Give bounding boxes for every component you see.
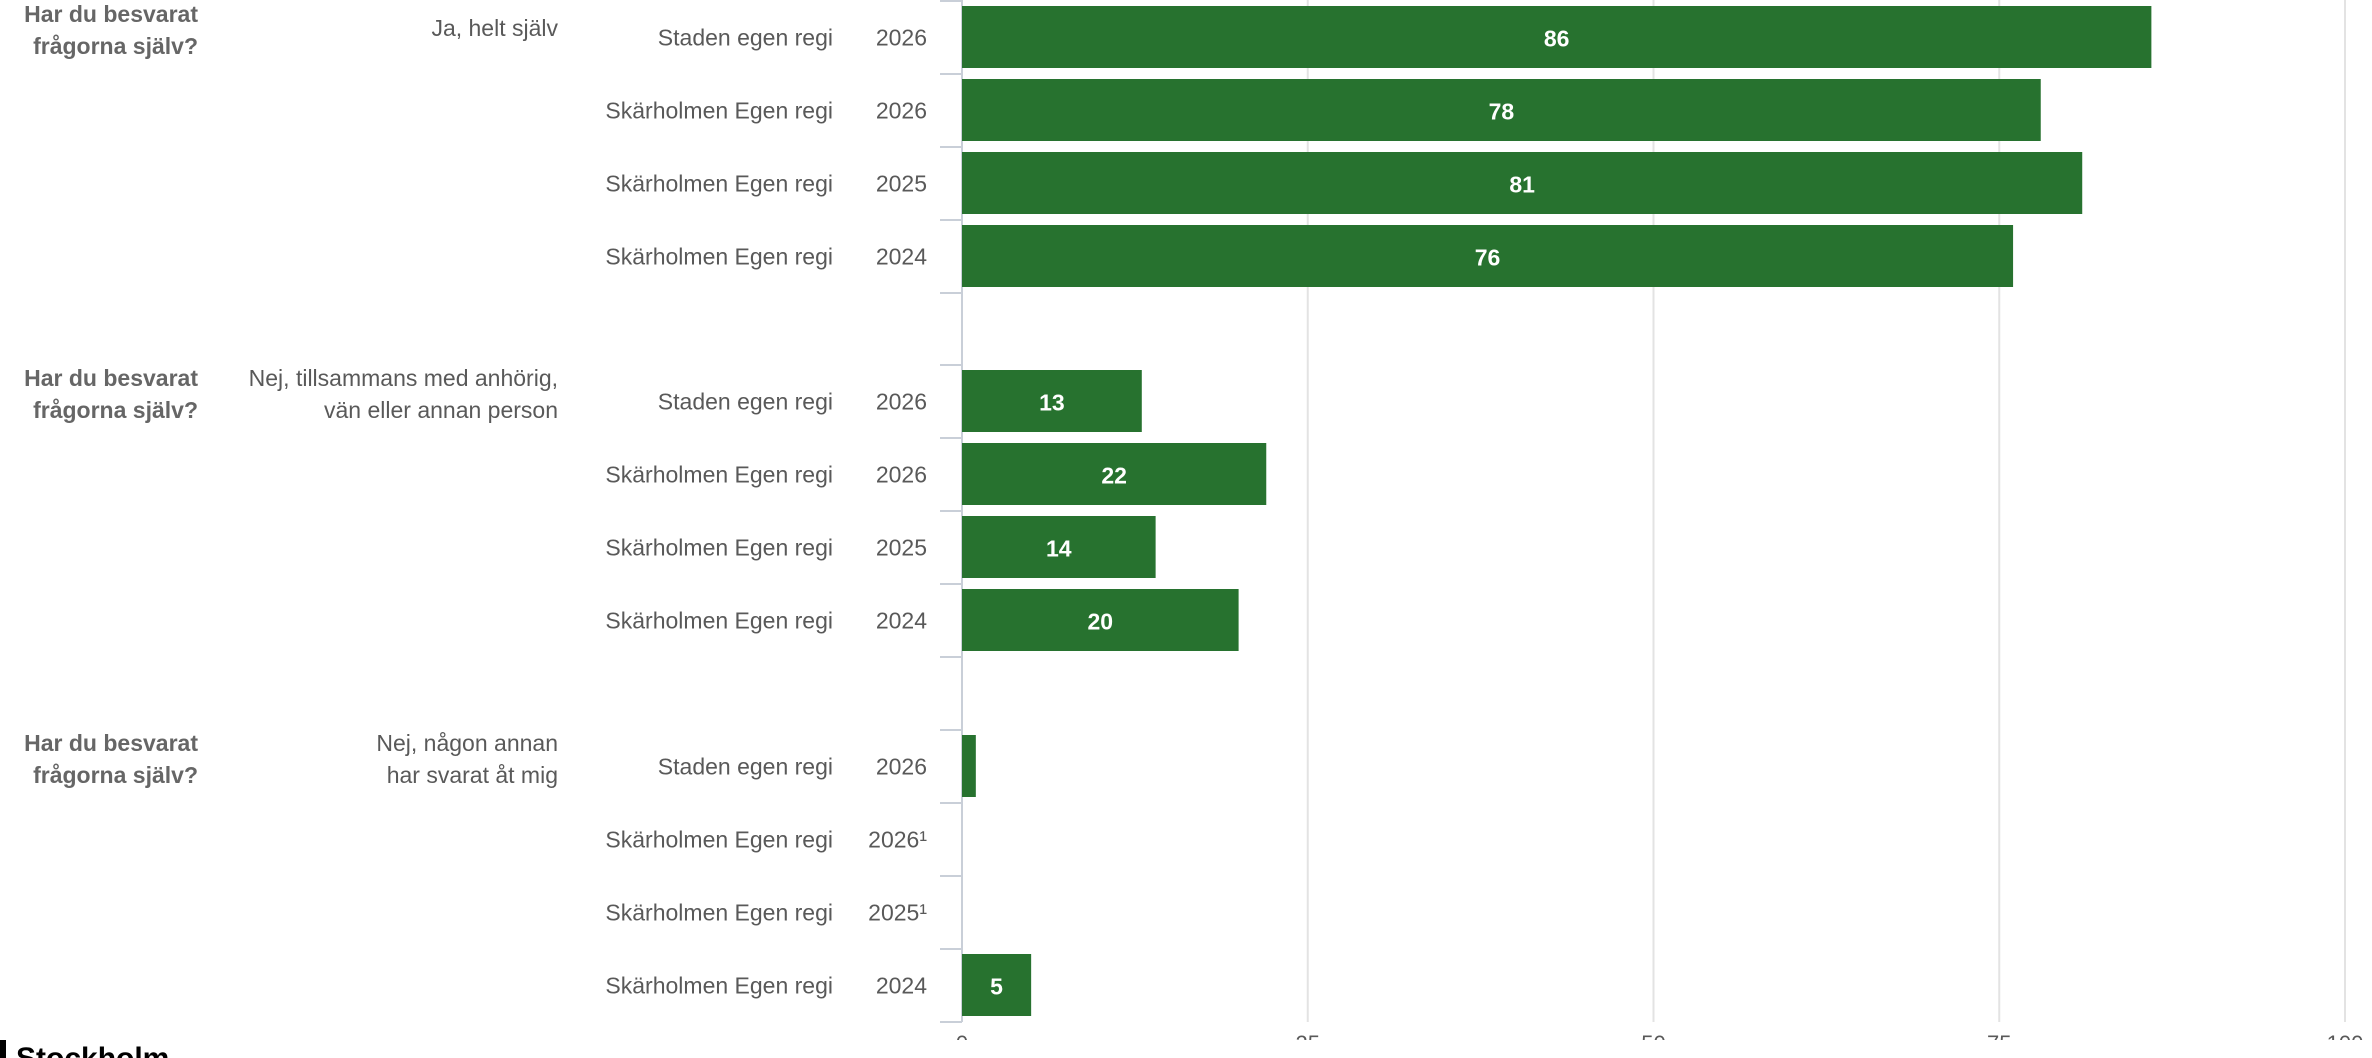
year-label: 2025 (876, 535, 927, 561)
bar-value-label: 86 (1544, 26, 1570, 52)
unit-label: Skärholmen Egen regi (605, 244, 833, 270)
unit-label: Skärholmen Egen regi (605, 827, 833, 853)
bar (962, 954, 1032, 1016)
bar-value-label: 5 (990, 974, 1003, 1000)
question-label: Har du besvarat frågorna själv? (24, 730, 198, 788)
x-tick-label: 25 (1296, 1031, 1320, 1040)
answer-label: Nej, tillsammans med anhörig, vän eller a… (249, 365, 558, 423)
year-label: 2026¹ (868, 827, 927, 853)
bar (962, 152, 2083, 214)
bar-value-label: 13 (1039, 390, 1065, 416)
bar (962, 735, 976, 797)
unit-label: Staden egen regi (658, 389, 833, 415)
bar-value-label: 22 (1101, 463, 1127, 489)
unit-label: Skärholmen Egen regi (605, 98, 833, 124)
x-tick-label: 100 (2327, 1031, 2364, 1040)
x-tick-label: 0 (956, 1031, 968, 1040)
unit-label: Skärholmen Egen regi (605, 900, 833, 926)
answer-label: Nej, någon annan har svarat åt mig (376, 730, 558, 788)
year-label: 2026 (876, 754, 927, 780)
year-label: 2026 (876, 462, 927, 488)
question-label: Har du besvarat frågorna själv? (24, 1, 198, 59)
year-label: 2026 (876, 98, 927, 124)
bar (962, 516, 1156, 578)
unit-label: Staden egen regi (658, 754, 833, 780)
stockholm-logo: Stockholm (0, 1040, 169, 1058)
year-label: 2024 (876, 608, 927, 634)
unit-label: Skärholmen Egen regi (605, 535, 833, 561)
bar (962, 370, 1142, 432)
bar (962, 443, 1267, 505)
year-label: 2025 (876, 171, 927, 197)
unit-label: Skärholmen Egen regi (605, 973, 833, 999)
unit-label: Staden egen regi (658, 25, 833, 51)
bar-value-label: 14 (1046, 536, 1072, 562)
question-label: Har du besvarat frågorna själv? (24, 365, 198, 423)
bar-value-label: 81 (1509, 172, 1535, 198)
x-tick-label: 75 (1987, 1031, 2011, 1040)
bar (962, 79, 2041, 141)
bar (962, 225, 2014, 287)
year-label: 2026 (876, 389, 927, 415)
year-label: 2026 (876, 25, 927, 51)
logo-mark-icon (0, 1040, 6, 1058)
unit-label: Skärholmen Egen regi (605, 608, 833, 634)
year-label: 2025¹ (868, 900, 927, 926)
answer-label: Ja, helt själv (431, 15, 558, 41)
bar-value-label: 76 (1475, 245, 1501, 271)
unit-label: Skärholmen Egen regi (605, 171, 833, 197)
bar-value-label: 20 (1088, 609, 1114, 635)
bar-value-label: 78 (1489, 99, 1515, 125)
logo-text: Stockholm (16, 1044, 169, 1058)
bar (962, 6, 2152, 68)
bar (962, 589, 1239, 651)
year-label: 2024 (876, 244, 927, 270)
unit-label: Skärholmen Egen regi (605, 462, 833, 488)
x-tick-label: 50 (1641, 1031, 1665, 1040)
year-label: 2024 (876, 973, 927, 999)
